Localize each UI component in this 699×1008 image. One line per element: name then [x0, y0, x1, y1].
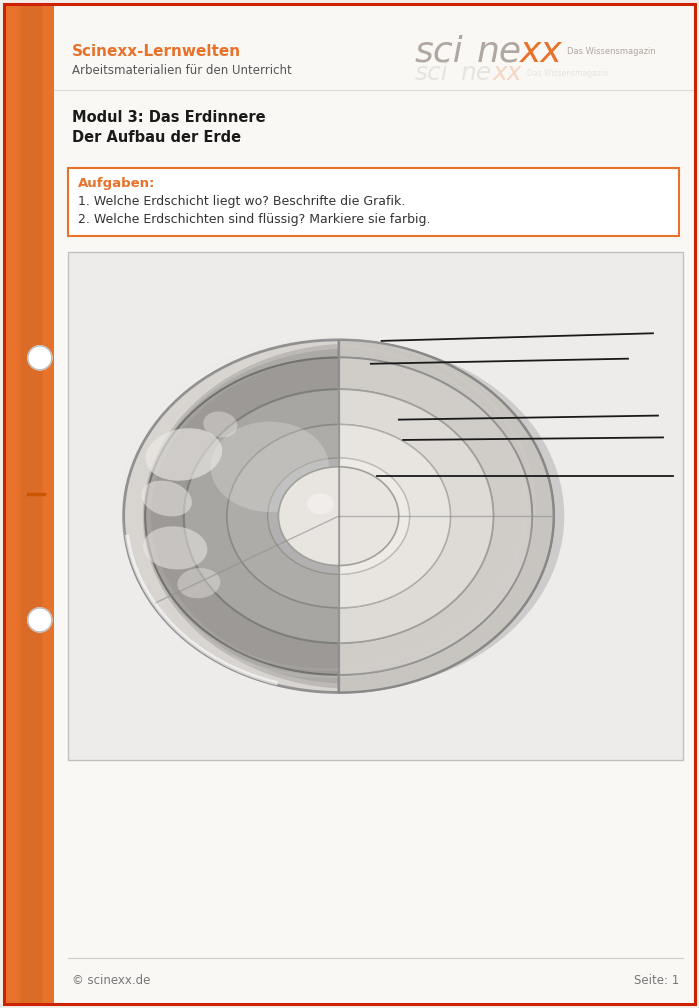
- Polygon shape: [338, 389, 493, 643]
- Bar: [27, 4, 29, 1004]
- Bar: [31, 4, 34, 1004]
- Ellipse shape: [278, 467, 399, 565]
- Bar: [24, 4, 27, 1004]
- Ellipse shape: [143, 526, 208, 570]
- Text: Das Wissensmagazin: Das Wissensmagazin: [527, 69, 608, 78]
- Bar: [25, 4, 28, 1004]
- Bar: [32, 4, 36, 1004]
- Polygon shape: [338, 358, 532, 674]
- Bar: [38, 4, 41, 1004]
- Text: Das Wissensmagazin: Das Wissensmagazin: [567, 47, 656, 56]
- Ellipse shape: [143, 344, 564, 688]
- Ellipse shape: [178, 569, 220, 599]
- Text: 1. Welche Erdschicht liegt wo? Beschrifte die Grafik.: 1. Welche Erdschicht liegt wo? Beschrift…: [78, 196, 405, 209]
- Text: sci: sci: [415, 61, 449, 85]
- Text: Seite: 1: Seite: 1: [634, 974, 679, 987]
- Circle shape: [28, 608, 52, 632]
- Text: ne: ne: [460, 61, 491, 85]
- Ellipse shape: [145, 358, 532, 674]
- Text: Modul 3: Das Erdinnere: Modul 3: Das Erdinnere: [72, 111, 266, 126]
- Text: sci: sci: [415, 35, 463, 69]
- Bar: [36, 4, 38, 1004]
- Ellipse shape: [210, 421, 329, 512]
- Ellipse shape: [124, 340, 554, 692]
- Ellipse shape: [268, 458, 410, 575]
- Circle shape: [28, 346, 52, 370]
- Text: xx: xx: [493, 61, 522, 85]
- Polygon shape: [338, 485, 377, 548]
- Polygon shape: [338, 340, 554, 692]
- Ellipse shape: [145, 428, 222, 481]
- Ellipse shape: [307, 493, 334, 514]
- Ellipse shape: [203, 411, 238, 437]
- Ellipse shape: [184, 389, 493, 643]
- Ellipse shape: [141, 481, 192, 516]
- Text: Arbeitsmaterialien für den Unterricht: Arbeitsmaterialien für den Unterricht: [72, 64, 291, 77]
- Bar: [4, 4, 54, 1004]
- Bar: [68, 168, 679, 236]
- Ellipse shape: [151, 358, 538, 674]
- Bar: [37, 4, 40, 1004]
- Bar: [68, 252, 683, 760]
- Bar: [22, 4, 25, 1004]
- Ellipse shape: [300, 485, 377, 548]
- Ellipse shape: [145, 349, 554, 683]
- Ellipse shape: [226, 424, 450, 608]
- Bar: [34, 4, 37, 1004]
- Polygon shape: [338, 424, 450, 608]
- Polygon shape: [338, 458, 410, 575]
- Text: ne: ne: [477, 35, 522, 69]
- Text: 2. Welche Erdschichten sind flüssig? Markiere sie farbig.: 2. Welche Erdschichten sind flüssig? Mar…: [78, 214, 431, 227]
- Bar: [20, 4, 24, 1004]
- Text: © scinexx.de: © scinexx.de: [72, 974, 150, 987]
- Text: Aufgaben:: Aufgaben:: [78, 177, 155, 191]
- Bar: [40, 4, 43, 1004]
- Text: Der Aufbau der Erde: Der Aufbau der Erde: [72, 129, 241, 144]
- Bar: [29, 4, 32, 1004]
- Text: Scinexx-Lernwelten: Scinexx-Lernwelten: [72, 44, 241, 59]
- Bar: [19, 4, 22, 1004]
- Text: xx: xx: [520, 35, 563, 69]
- Bar: [28, 4, 31, 1004]
